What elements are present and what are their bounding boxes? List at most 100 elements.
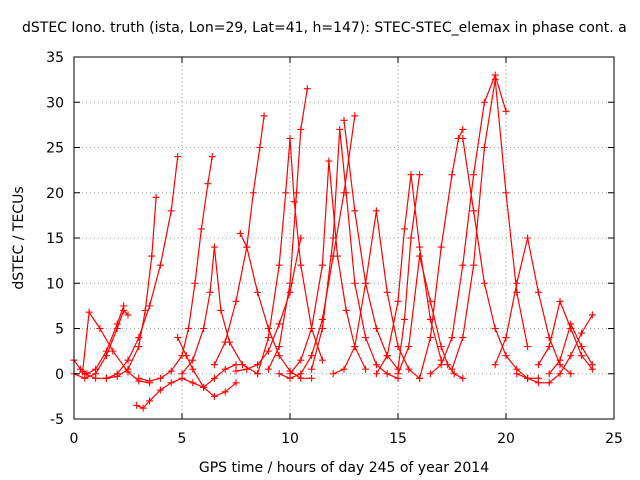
data-point bbox=[383, 352, 391, 360]
data-point bbox=[556, 356, 564, 364]
data-point bbox=[200, 383, 208, 391]
data-point bbox=[286, 134, 294, 142]
series-line bbox=[82, 310, 150, 384]
data-point bbox=[249, 189, 257, 197]
data-point bbox=[480, 279, 488, 287]
data-point bbox=[286, 370, 294, 378]
data-point bbox=[184, 325, 192, 332]
data-point bbox=[174, 334, 182, 342]
y-tick-label: 15 bbox=[46, 231, 64, 247]
data-point bbox=[113, 372, 121, 380]
series bbox=[210, 112, 268, 369]
x-tick-label: 15 bbox=[389, 431, 407, 447]
data-point bbox=[264, 365, 272, 373]
data-point bbox=[254, 370, 262, 378]
series-line bbox=[213, 115, 265, 365]
data-point bbox=[135, 343, 143, 351]
data-point bbox=[351, 112, 359, 120]
data-point bbox=[139, 404, 147, 412]
data-point bbox=[407, 171, 415, 179]
series-line bbox=[537, 299, 593, 370]
data-point bbox=[238, 361, 246, 369]
data-point bbox=[243, 243, 251, 251]
data-point bbox=[189, 356, 197, 364]
data-point bbox=[448, 334, 456, 342]
series bbox=[534, 297, 596, 373]
y-tick-label: 0 bbox=[55, 367, 64, 383]
data-point bbox=[264, 347, 272, 355]
data-point bbox=[513, 370, 521, 378]
data-point bbox=[210, 374, 218, 382]
data-point bbox=[567, 352, 575, 360]
data-point bbox=[221, 388, 229, 396]
data-point bbox=[191, 279, 199, 287]
data-point bbox=[232, 297, 240, 305]
series bbox=[102, 193, 160, 382]
data-point bbox=[275, 370, 283, 378]
data-point bbox=[470, 171, 478, 179]
data-point bbox=[588, 361, 596, 369]
data-point bbox=[524, 374, 532, 382]
series bbox=[236, 229, 316, 382]
data-point bbox=[450, 370, 458, 378]
data-point bbox=[124, 311, 132, 319]
data-point bbox=[362, 334, 370, 342]
data-point bbox=[513, 279, 521, 287]
data-point bbox=[444, 361, 452, 369]
data-point bbox=[297, 356, 305, 364]
y-tick-label: -5 bbox=[50, 412, 64, 428]
data-point bbox=[545, 379, 553, 387]
data-point bbox=[318, 356, 326, 364]
data-point bbox=[362, 279, 370, 287]
data-point bbox=[297, 261, 305, 269]
data-point bbox=[308, 365, 316, 373]
data-point bbox=[578, 352, 586, 360]
series-line bbox=[138, 156, 213, 382]
data-point bbox=[416, 252, 424, 260]
data-point bbox=[308, 352, 316, 360]
data-point bbox=[282, 189, 290, 197]
data-point bbox=[437, 343, 445, 351]
series-line bbox=[73, 305, 125, 375]
data-point bbox=[334, 252, 342, 260]
data-point bbox=[448, 171, 456, 179]
series-line bbox=[462, 138, 539, 379]
data-point bbox=[325, 157, 333, 165]
data-point bbox=[426, 370, 434, 378]
data-point bbox=[167, 207, 175, 215]
series-line bbox=[397, 255, 464, 379]
data-point bbox=[174, 153, 182, 161]
data-point bbox=[534, 361, 542, 369]
data-point bbox=[109, 347, 117, 355]
series-line bbox=[84, 156, 179, 379]
data-point bbox=[256, 144, 264, 151]
series bbox=[513, 311, 596, 387]
data-point bbox=[372, 361, 380, 369]
data-point bbox=[81, 370, 89, 378]
data-point bbox=[556, 297, 564, 305]
data-point bbox=[480, 98, 488, 106]
data-point bbox=[459, 334, 467, 342]
series-line bbox=[516, 314, 593, 384]
data-point bbox=[286, 279, 294, 287]
data-point bbox=[124, 365, 132, 373]
data-point bbox=[578, 343, 586, 351]
data-point bbox=[197, 225, 205, 233]
y-tick-label: 10 bbox=[46, 276, 64, 292]
data-point bbox=[141, 306, 149, 314]
data-point bbox=[588, 311, 596, 319]
data-point bbox=[351, 207, 359, 215]
x-tick-label: 20 bbox=[497, 431, 515, 447]
data-point bbox=[221, 338, 229, 346]
data-point bbox=[286, 288, 294, 296]
y-tick-label: 30 bbox=[46, 95, 64, 111]
data-point bbox=[459, 374, 467, 382]
data-point bbox=[491, 361, 499, 369]
series bbox=[254, 134, 326, 378]
series-line bbox=[419, 129, 464, 379]
data-point bbox=[135, 334, 143, 342]
y-tick-label: 20 bbox=[46, 186, 64, 202]
data-point bbox=[545, 370, 553, 378]
data-point bbox=[318, 325, 326, 332]
data-point bbox=[275, 261, 283, 269]
